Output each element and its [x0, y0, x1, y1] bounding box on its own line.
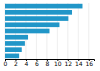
- tick: 0: [4, 59, 8, 67]
- x-axis: 02468 10121416: [4, 59, 95, 67]
- bar: [5, 16, 68, 21]
- tick: 2: [14, 59, 18, 67]
- tick: 6: [35, 59, 39, 67]
- bars: [5, 4, 82, 58]
- tick-label: 14: [75, 60, 83, 67]
- tick-label: 10: [54, 60, 62, 67]
- chart: 02468 10121416: [0, 0, 100, 71]
- tick-label: 0: [4, 60, 8, 67]
- bar: [5, 54, 19, 59]
- bar: [5, 10, 72, 15]
- tick-label: 6: [35, 60, 39, 67]
- tick: 16: [85, 59, 93, 67]
- tick-label: 4: [25, 60, 29, 67]
- tick: 10: [54, 59, 62, 67]
- plot: 02468 10121416: [4, 3, 95, 67]
- bar: [5, 47, 22, 52]
- tick-label: 12: [65, 60, 73, 67]
- grid: [5, 3, 89, 59]
- bar: [5, 22, 59, 27]
- bar: [5, 35, 28, 40]
- tick: 8: [45, 59, 49, 67]
- tick: 12: [65, 59, 73, 67]
- tick-label: 16: [85, 60, 93, 67]
- tick: 14: [75, 59, 83, 67]
- bar: [5, 29, 50, 34]
- grid-line: [88, 3, 89, 59]
- bar: [5, 41, 25, 46]
- tick: 4: [25, 59, 29, 67]
- bar: [5, 4, 82, 9]
- tick-label: 2: [14, 60, 18, 67]
- grid-line: [78, 3, 79, 59]
- tick-label: 8: [45, 60, 49, 67]
